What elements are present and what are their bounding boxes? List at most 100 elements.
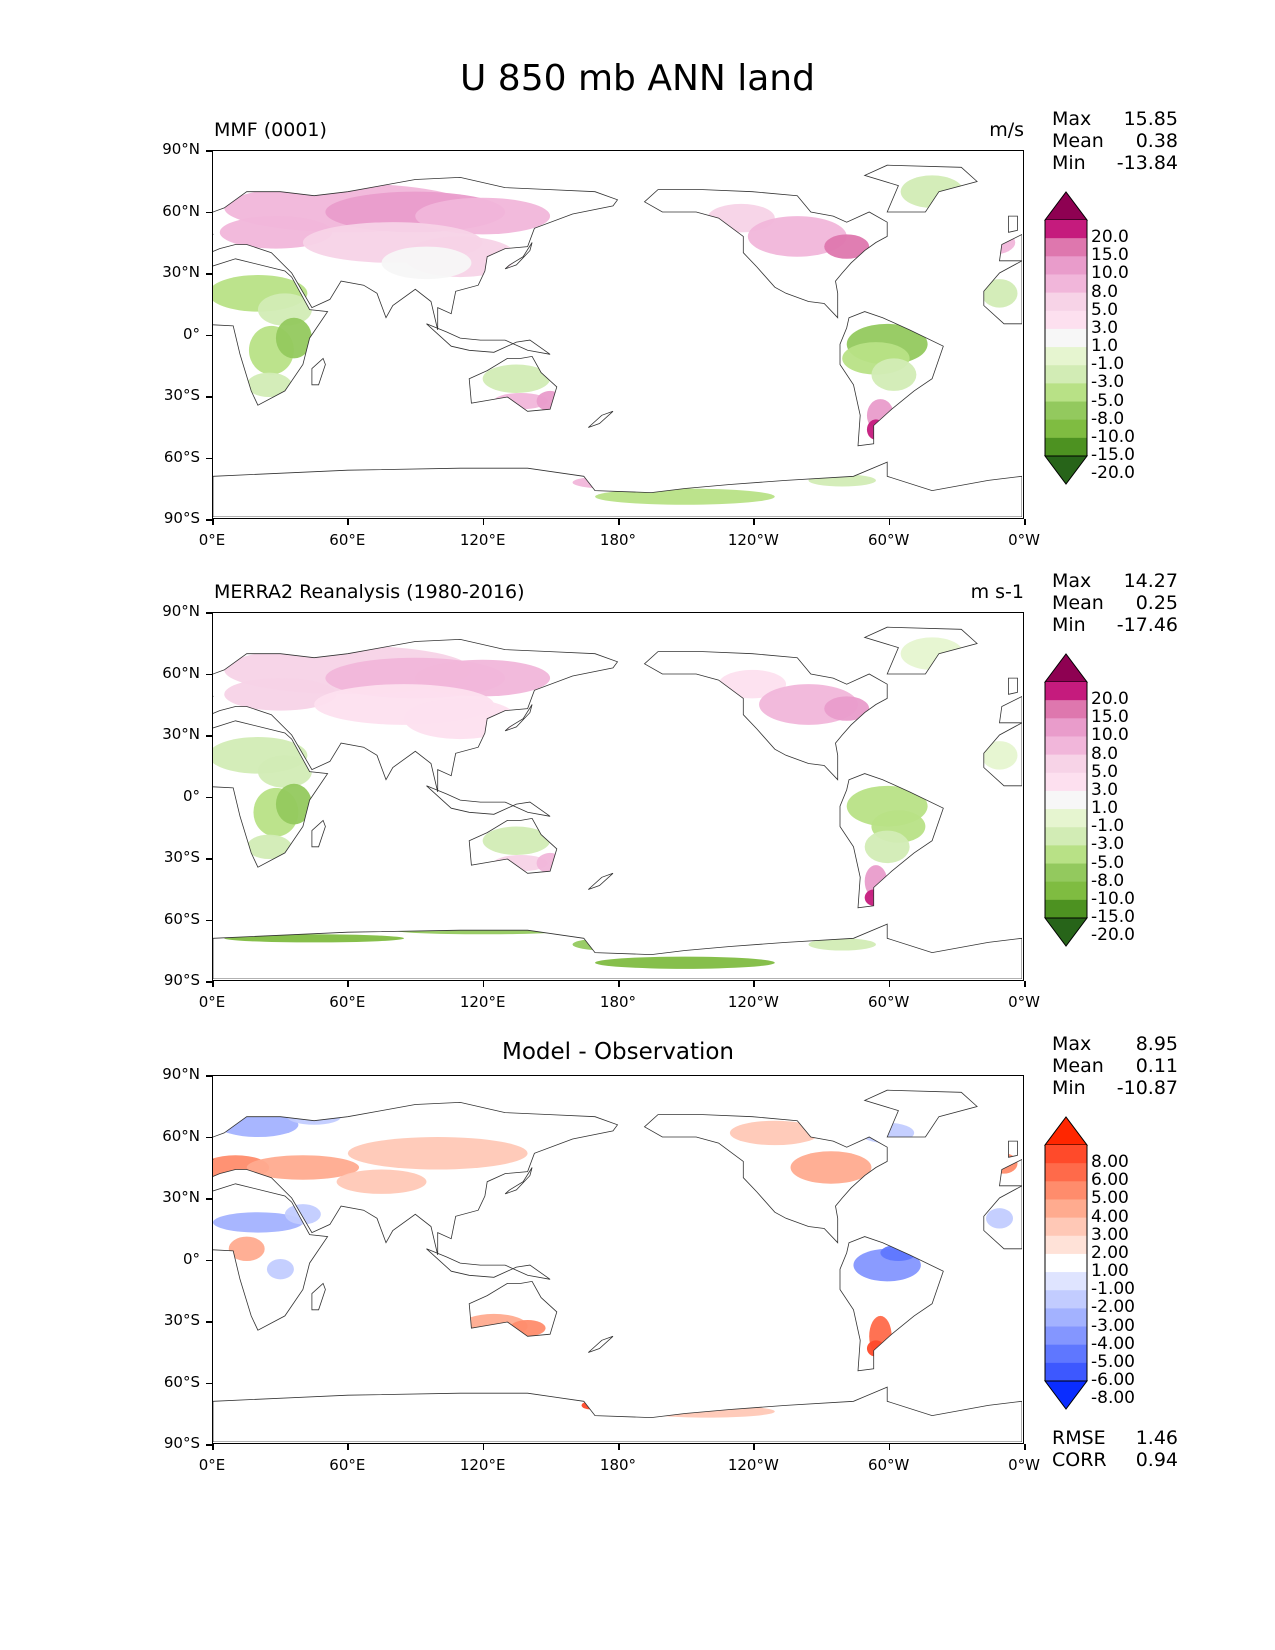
colorbar [1044,653,1088,947]
lon-tick-mark [482,519,485,525]
stat-label-min: Min [1052,152,1086,174]
lon-tick-mark [753,981,755,987]
colorbar-segment [1045,899,1087,919]
field-contour [572,938,640,951]
world-map [213,626,1022,979]
field-contour [824,234,870,259]
colorbar [1044,191,1088,485]
colorbar-segment [1045,383,1087,403]
panel-units: m s-1 [970,581,1024,603]
colorbar-segment [1045,437,1087,457]
coastline-madagascar [311,357,326,386]
lat-tick-mark [206,150,212,152]
coastline-nz [588,410,614,428]
coastline-south_america [839,773,944,909]
field-contour [808,474,876,487]
field-contour [287,1108,342,1125]
colorbar-tick-label: 5.0 [1091,299,1119,320]
colorbar-tick-label: -1.0 [1091,816,1125,837]
coastline-north_america [643,651,888,781]
colorbar [1044,1116,1088,1410]
colorbar-segment [1045,1362,1087,1382]
colorbar-tick-label: -8.0 [1091,408,1125,429]
coastline-nz [588,1335,614,1353]
map-panel [212,1075,1024,1444]
coastline-south_america [839,311,944,447]
coastline-south_america [839,1236,944,1372]
colorbar-segment [1045,1272,1087,1291]
field-contour [595,956,775,969]
lat-tick-label: 60°N [162,1126,200,1145]
coastline-europe_asia [213,1101,619,1255]
colorbar-segment [1045,1253,1087,1273]
map-panel [212,150,1024,519]
stat-value-mean: 0.25 [1135,592,1178,614]
colorbar-segment [1045,347,1087,366]
coastline-north_america [643,189,888,319]
coastline-africa [213,258,329,406]
colorbar-segment [1045,401,1087,421]
colorbar-segment [1045,419,1087,439]
stat-label-mean: Mean [1052,1055,1104,1077]
coastline-uk [1008,1140,1018,1158]
colorbar-segment [1045,1217,1087,1237]
colorbar-segment [1045,365,1087,384]
colorbar-segment [1045,1163,1087,1182]
colorbar-extend-bottom [1044,917,1088,947]
colorbar-segment [1045,700,1087,719]
field-contour [482,364,551,393]
stat-label-corr: CORR [1052,1449,1107,1471]
lat-tick-label: 30°S [163,1311,200,1329]
colorbar-svg [1044,191,1088,485]
coastline-antarctica [213,923,1022,979]
field-contour [246,834,292,860]
lat-tick-mark [206,1444,212,1446]
field-contour [224,934,405,943]
lat-tick-label: 90°N [162,1065,200,1083]
lat-tick-mark [206,735,212,737]
field-contour [381,246,472,280]
lat-tick-mark [206,211,212,213]
colorbar-extend-top [1044,653,1088,683]
coastline-greenland [863,626,978,675]
lon-tick-label: 0°W [1008,531,1040,549]
lon-tick-label: 60°E [329,993,366,1011]
colorbar-extend-bottom [1044,455,1088,485]
field-contour [228,1236,265,1262]
stat-value-max: 14.27 [1123,570,1178,592]
colorbar-tick-label: 1.00 [1091,1261,1129,1282]
coastline-australia [468,817,558,874]
field-contour [595,488,775,505]
lon-tick-label: 60°W [867,1456,910,1474]
lon-tick-label: 0°E [198,1456,226,1474]
colorbar-tick-label: -15.0 [1091,445,1135,465]
lat-tick-mark [206,919,212,921]
field-contour [257,293,312,326]
map-panel [212,612,1024,981]
colorbar-segment [1045,274,1087,294]
panel-units: m/s [989,119,1024,141]
lon-tick-label: 0°E [198,993,226,1011]
colorbar-tick-label: 15.0 [1091,707,1129,728]
stat-value-max: 8.95 [1135,1033,1178,1055]
colorbar-extend-bottom [1044,1380,1088,1410]
coastline-japan [504,242,533,270]
field-contour [266,1259,294,1280]
colorbar-segment [1045,881,1087,901]
lon-tick-mark [888,981,891,987]
lat-tick-label: 0° [182,1249,200,1268]
lon-tick-label: 60°W [867,531,910,549]
colorbar-svg [1044,653,1088,947]
field-contour [790,1151,872,1184]
lon-tick-label: 180° [599,1456,637,1474]
lat-tick-label: 90°S [163,509,200,527]
lon-tick-label: 120°W [727,531,779,549]
lon-tick-label: 180° [599,531,637,549]
stat-value-min: -17.46 [1116,614,1178,636]
lat-tick-label: 90°N [162,140,200,158]
stat-value-rmse: 1.46 [1135,1427,1178,1449]
field-contour [747,216,847,257]
field-contour [224,678,337,711]
coastlines [213,1089,1022,1442]
field-contour [871,358,917,391]
